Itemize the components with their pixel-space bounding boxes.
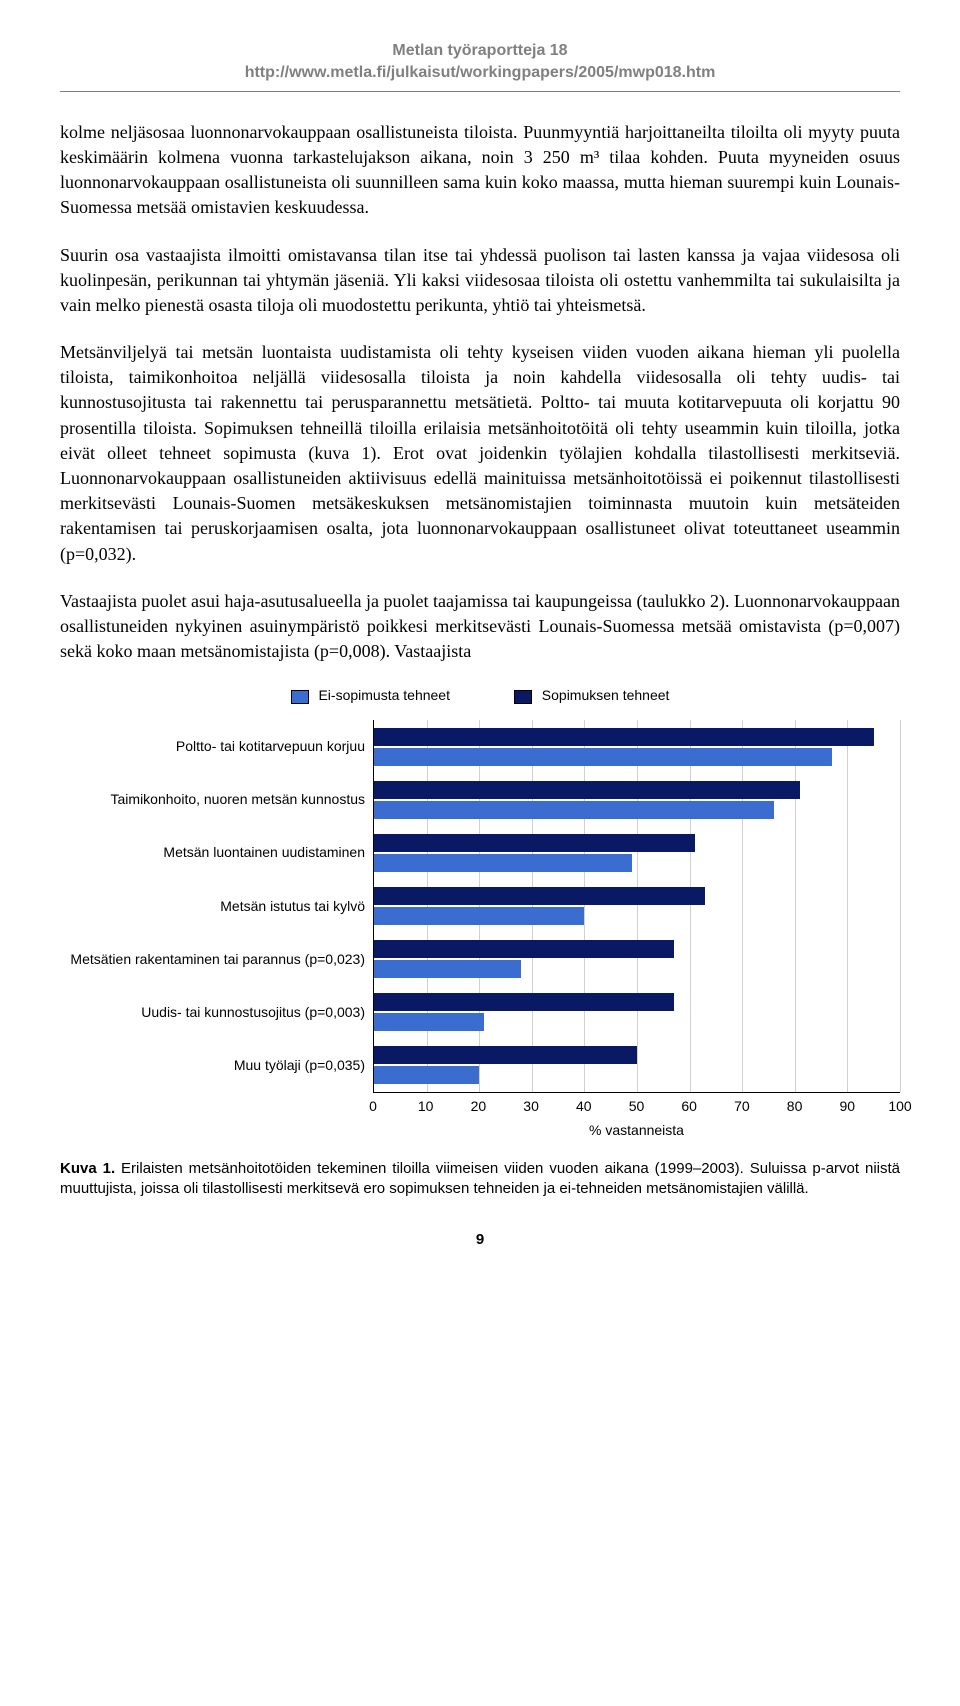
y-axis-label: Muu työlaji (p=0,035) (60, 1040, 365, 1093)
y-axis-label: Uudis- tai kunnostusojitus (p=0,003) (60, 986, 365, 1039)
bar-ei-sopimusta (374, 854, 632, 872)
chart-x-axis: 0102030405060708090100 (60, 1097, 900, 1117)
x-tick: 100 (888, 1097, 911, 1117)
x-tick: 0 (369, 1097, 377, 1117)
chart-plot-area (373, 720, 900, 1093)
paragraph-2: Suurin osa vastaajista ilmoitti omistava… (60, 243, 900, 319)
chart-legend: Ei-sopimusta tehneet Sopimuksen tehneet (60, 686, 900, 706)
grid-line (900, 720, 901, 1092)
bar-sopimuksen (374, 993, 674, 1011)
bar-group (374, 986, 900, 1039)
bar-group (374, 933, 900, 986)
bar-ei-sopimusta (374, 1013, 484, 1031)
bar-group (374, 879, 900, 932)
legend-item-a: Ei-sopimusta tehneet (291, 686, 450, 706)
page-number: 9 (60, 1229, 900, 1250)
bar-ei-sopimusta (374, 748, 832, 766)
y-axis-label: Metsän istutus tai kylvö (60, 880, 365, 933)
paragraph-4: Vastaajista puolet asui haja-asutusaluee… (60, 589, 900, 665)
bar-sopimuksen (374, 781, 800, 799)
legend-swatch-b (514, 690, 532, 704)
y-axis-label: Metsätien rakentaminen tai parannus (p=0… (60, 933, 365, 986)
bar-group (374, 720, 900, 773)
y-axis-label: Taimikonhoito, nuoren metsän kunnostus (60, 773, 365, 826)
caption-lead: Kuva 1. (60, 1160, 115, 1177)
chart-x-title: % vastanneista (373, 1121, 900, 1141)
figure-1-caption: Kuva 1. Erilaisten metsänhoitotöiden tek… (60, 1159, 900, 1200)
bar-ei-sopimusta (374, 1066, 479, 1084)
x-tick: 40 (576, 1097, 592, 1117)
x-tick: 20 (471, 1097, 487, 1117)
caption-text: Erilaisten metsänhoitotöiden tekeminen t… (60, 1160, 900, 1197)
figure-1-chart: Ei-sopimusta tehneet Sopimuksen tehneet … (60, 686, 900, 1140)
bar-group (374, 773, 900, 826)
header-title: Metlan työraportteja 18 (60, 40, 900, 62)
bar-ei-sopimusta (374, 907, 584, 925)
x-tick: 60 (681, 1097, 697, 1117)
x-tick: 50 (629, 1097, 645, 1117)
bar-sopimuksen (374, 728, 874, 746)
bar-sopimuksen (374, 940, 674, 958)
legend-label-a: Ei-sopimusta tehneet (318, 687, 450, 703)
chart-body: Poltto- tai kotitarvepuun korjuuTaimikon… (60, 720, 900, 1093)
paragraph-1: kolme neljäsosaa luonnonarvokauppaan osa… (60, 120, 900, 221)
legend-swatch-a (291, 690, 309, 704)
x-tick: 90 (840, 1097, 856, 1117)
bar-sopimuksen (374, 834, 695, 852)
page-header: Metlan työraportteja 18 http://www.metla… (60, 40, 900, 85)
legend-label-b: Sopimuksen tehneet (542, 687, 670, 703)
bar-sopimuksen (374, 1046, 637, 1064)
header-url: http://www.metla.fi/julkaisut/workingpap… (60, 62, 900, 84)
bar-group (374, 826, 900, 879)
x-tick: 10 (418, 1097, 434, 1117)
x-tick: 80 (787, 1097, 803, 1117)
x-tick: 70 (734, 1097, 750, 1117)
bar-ei-sopimusta (374, 960, 521, 978)
bar-sopimuksen (374, 887, 705, 905)
chart-y-labels: Poltto- tai kotitarvepuun korjuuTaimikon… (60, 720, 373, 1093)
legend-item-b: Sopimuksen tehneet (514, 686, 670, 706)
x-tick: 30 (523, 1097, 539, 1117)
bar-group (374, 1039, 900, 1092)
bar-ei-sopimusta (374, 801, 774, 819)
y-axis-label: Poltto- tai kotitarvepuun korjuu (60, 720, 365, 773)
paragraph-3: Metsänviljelyä tai metsän luontaista uud… (60, 340, 900, 567)
header-divider (60, 91, 900, 92)
y-axis-label: Metsän luontainen uudistaminen (60, 827, 365, 880)
